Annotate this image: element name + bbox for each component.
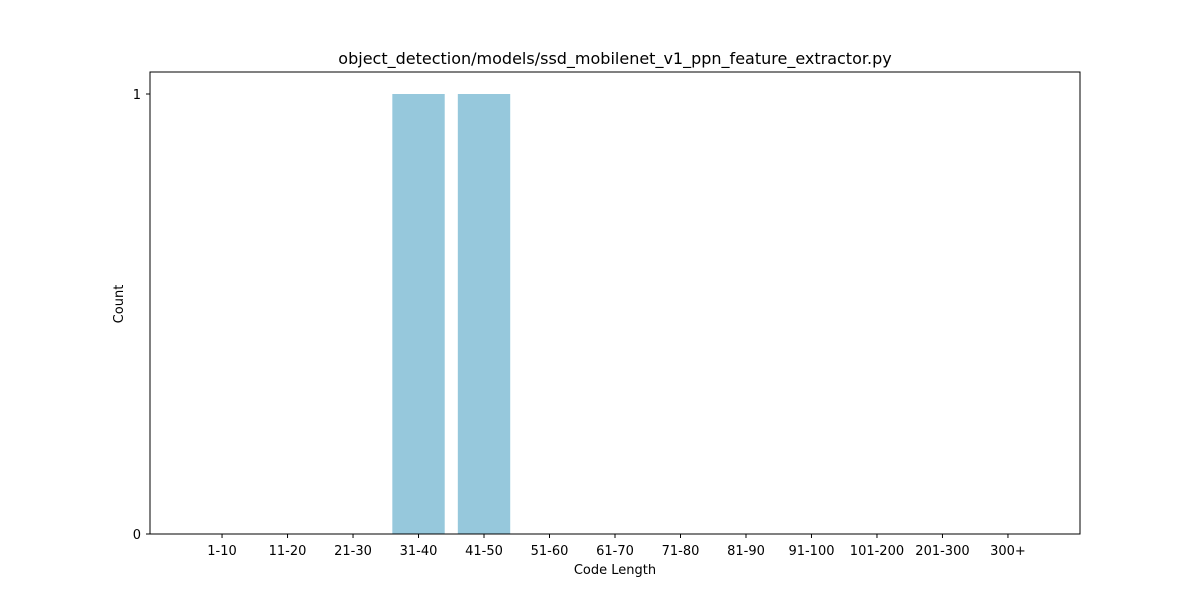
x-tick-label: 21-30 <box>334 544 372 559</box>
y-axis-title: Count <box>112 285 127 324</box>
x-axis-title: Code Length <box>574 563 656 578</box>
bars-group <box>392 94 511 534</box>
x-tick-label: 61-70 <box>596 544 634 559</box>
x-axis-ticks: 1-10 11-20 21-30 31-40 41-50 51-60 61-70 71-80 8… <box>207 534 1026 559</box>
x-tick-label: 31-40 <box>400 544 438 559</box>
bar-31-40 <box>392 94 445 534</box>
bar-41-50 <box>457 94 511 534</box>
plot-frame <box>149 71 1081 535</box>
x-tick-label: 11-20 <box>269 544 307 559</box>
x-tick-label: 300+ <box>990 544 1026 559</box>
y-tick-label: 1 <box>133 88 141 103</box>
chart-title: object_detection/models/ssd_mobilenet_v1… <box>338 49 891 69</box>
x-tick-label: 201-300 <box>915 544 969 559</box>
x-tick-label: 41-50 <box>465 544 503 559</box>
y-tick-label: 0 <box>133 528 141 543</box>
x-tick-label: 71-80 <box>662 544 700 559</box>
x-tick-label: 81-90 <box>727 544 765 559</box>
x-tick-label: 1-10 <box>207 544 237 559</box>
x-tick-label: 101-200 <box>850 544 904 559</box>
x-tick-label: 51-60 <box>531 544 569 559</box>
x-tick-label: 91-100 <box>788 544 834 559</box>
y-axis-ticks: 01 <box>133 88 150 543</box>
